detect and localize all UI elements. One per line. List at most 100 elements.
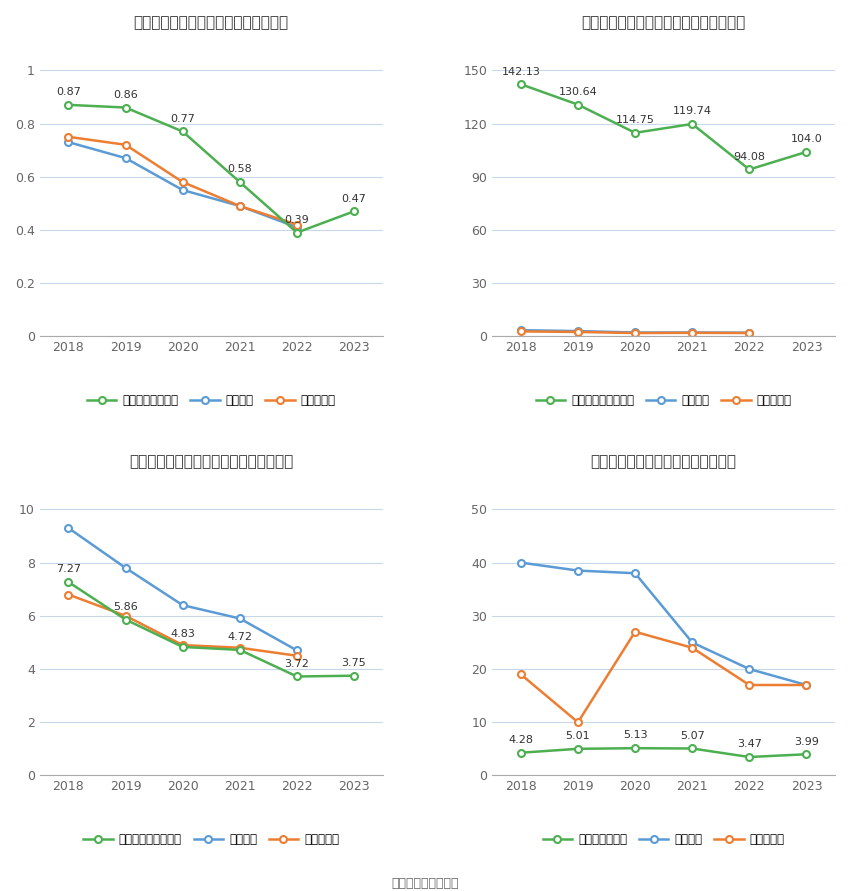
Title: 零点有数历年存货周转率情况（次）: 零点有数历年存货周转率情况（次） — [591, 454, 737, 469]
行业均值 — [573, 565, 583, 576]
Text: 3.72: 3.72 — [285, 658, 309, 669]
公司总资产周转率 — [292, 227, 302, 238]
行业均值 — [802, 680, 812, 691]
Text: 5.01: 5.01 — [565, 732, 590, 741]
Line: 行业中位数: 行业中位数 — [65, 591, 300, 659]
Text: 3.99: 3.99 — [794, 737, 819, 747]
公司总资产周转率 — [178, 127, 188, 137]
行业均值 — [687, 327, 697, 338]
Text: 0.47: 0.47 — [342, 193, 366, 204]
行业中位数 — [235, 200, 245, 211]
行业均值 — [630, 568, 640, 578]
Legend: 公司总资产周转率, 行业均值, 行业中位数: 公司总资产周转率, 行业均值, 行业中位数 — [82, 389, 340, 412]
Text: 3.75: 3.75 — [342, 658, 366, 668]
Text: 5.07: 5.07 — [680, 731, 705, 740]
行业均值 — [516, 325, 526, 336]
行业均值 — [573, 326, 583, 337]
行业中位数 — [802, 680, 812, 691]
公司总资产周转率 — [235, 176, 245, 187]
公司存货周转率 — [630, 743, 640, 754]
Line: 行业均值: 行业均值 — [518, 560, 810, 689]
Title: 零点有数历年总资产周转率情况（次）: 零点有数历年总资产周转率情况（次） — [133, 15, 289, 30]
行业中位数 — [178, 176, 188, 187]
行业均值 — [178, 600, 188, 610]
行业均值 — [292, 645, 302, 656]
行业中位数 — [121, 140, 131, 151]
Text: 130.64: 130.64 — [558, 87, 598, 97]
Text: 119.74: 119.74 — [672, 106, 711, 116]
行业中位数 — [235, 642, 245, 653]
公司存货周转率 — [573, 743, 583, 754]
Text: 114.75: 114.75 — [615, 115, 654, 125]
行业中位数 — [687, 328, 697, 339]
Line: 行业中位数: 行业中位数 — [518, 628, 810, 726]
行业均值 — [63, 523, 73, 534]
Text: 0.87: 0.87 — [56, 87, 81, 97]
行业均值 — [292, 222, 302, 233]
公司固定资产周转率 — [630, 127, 640, 138]
公司固定资产周转率 — [573, 99, 583, 110]
行业均值 — [516, 557, 526, 568]
行业中位数 — [292, 219, 302, 230]
公司应收账款周转率 — [178, 642, 188, 652]
公司应收账款周转率 — [63, 576, 73, 587]
公司存货周转率 — [745, 752, 755, 763]
Line: 公司固定资产周转率: 公司固定资产周转率 — [518, 81, 810, 173]
公司应收账款周转率 — [349, 670, 360, 681]
Text: 4.72: 4.72 — [227, 632, 252, 642]
Line: 行业均值: 行业均值 — [65, 525, 300, 654]
公司存货周转率 — [687, 743, 697, 754]
行业中位数 — [745, 328, 755, 339]
Text: 94.08: 94.08 — [734, 151, 765, 162]
Line: 行业中位数: 行业中位数 — [518, 328, 753, 337]
行业中位数 — [516, 669, 526, 680]
Line: 行业中位数: 行业中位数 — [65, 134, 300, 228]
行业中位数 — [63, 132, 73, 143]
Text: 5.86: 5.86 — [113, 601, 138, 612]
行业均值 — [63, 137, 73, 148]
Line: 行业均值: 行业均值 — [65, 139, 300, 231]
公司存货周转率 — [516, 748, 526, 758]
Line: 行业均值: 行业均值 — [518, 327, 753, 336]
Line: 公司总资产周转率: 公司总资产周转率 — [65, 102, 358, 236]
行业均值 — [235, 200, 245, 211]
行业均值 — [630, 327, 640, 338]
公司应收账款周转率 — [292, 671, 302, 682]
Legend: 公司应收账款周转率, 行业均值, 行业中位数: 公司应收账款周转率, 行业均值, 行业中位数 — [78, 829, 344, 851]
行业均值 — [121, 152, 131, 163]
行业均值 — [178, 184, 188, 195]
行业中位数 — [63, 589, 73, 600]
Title: 零点有数历年固定资产周转率情况（次）: 零点有数历年固定资产周转率情况（次） — [581, 15, 745, 30]
Title: 零点有数历年应收账款周转率情况（次）: 零点有数历年应收账款周转率情况（次） — [129, 454, 293, 469]
Text: 4.28: 4.28 — [508, 735, 533, 745]
公司总资产周转率 — [349, 206, 360, 217]
公司固定资产周转率 — [516, 79, 526, 90]
Line: 公司应收账款周转率: 公司应收账款周转率 — [65, 578, 358, 680]
行业中位数 — [573, 327, 583, 338]
公司固定资产周转率 — [687, 119, 697, 129]
Line: 公司存货周转率: 公司存货周转率 — [518, 745, 810, 761]
Text: 4.83: 4.83 — [170, 629, 196, 639]
行业均值 — [121, 562, 131, 573]
公司固定资产周转率 — [745, 164, 755, 175]
行业中位数 — [630, 626, 640, 637]
行业中位数 — [121, 610, 131, 621]
公司固定资产周转率 — [802, 146, 812, 157]
行业中位数 — [573, 717, 583, 728]
行业均值 — [687, 637, 697, 648]
公司存货周转率 — [802, 749, 812, 760]
行业中位数 — [178, 640, 188, 650]
行业均值 — [235, 613, 245, 624]
Text: 0.77: 0.77 — [170, 114, 196, 124]
Text: 数据来源：恒生聚源: 数据来源：恒生聚源 — [391, 877, 459, 889]
行业均值 — [745, 664, 755, 674]
公司总资产周转率 — [121, 102, 131, 113]
Text: 3.47: 3.47 — [737, 740, 762, 749]
公司应收账款周转率 — [235, 644, 245, 655]
公司应收账款周转率 — [121, 614, 131, 625]
行业中位数 — [745, 680, 755, 691]
Text: 104.0: 104.0 — [790, 135, 822, 144]
Legend: 公司固定资产周转率, 行业均值, 行业中位数: 公司固定资产周转率, 行业均值, 行业中位数 — [531, 389, 796, 412]
行业中位数 — [687, 642, 697, 653]
Text: 142.13: 142.13 — [502, 67, 541, 77]
